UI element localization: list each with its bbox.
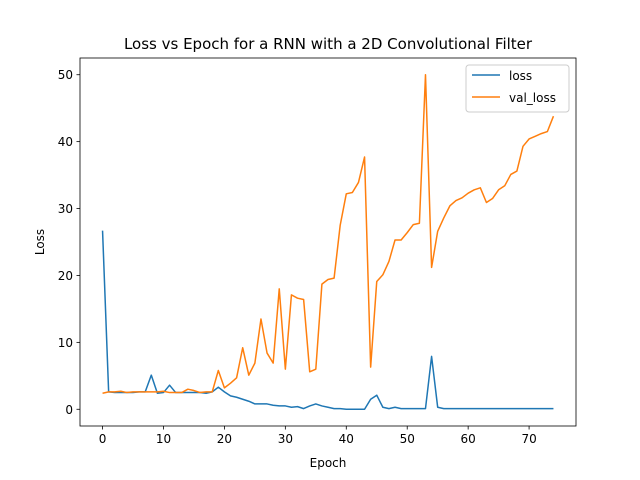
x-tick-label: 50	[400, 432, 415, 446]
y-axis-label: Loss	[33, 229, 47, 255]
legend-box	[465, 64, 570, 113]
x-tick-label: 10	[156, 432, 171, 446]
plot-frame	[79, 57, 577, 427]
y-tick-label: 0	[65, 403, 73, 417]
legend-label-val-loss: val_loss	[509, 91, 556, 105]
x-tick-label: 0	[99, 432, 107, 446]
legend: loss val_loss	[465, 64, 570, 113]
legend-label-loss: loss	[509, 69, 532, 83]
y-tick-label: 50	[58, 68, 73, 82]
series-line-val-loss	[102, 73, 555, 394]
plot-lines	[101, 73, 555, 411]
y-tick-label: 20	[58, 269, 73, 283]
y-tick-label: 10	[58, 336, 73, 350]
x-tick-label: 20	[217, 432, 232, 446]
y-tick-label: 40	[58, 135, 73, 149]
x-tick-label: 70	[521, 432, 536, 446]
x-tick-label: 40	[339, 432, 354, 446]
x-tick-label: 60	[461, 432, 476, 446]
y-axis-ticks: 0 10 20 30 40 50	[58, 68, 80, 417]
y-tick-label: 30	[58, 202, 73, 216]
chart-title: Loss vs Epoch for a RNN with a 2D Convol…	[124, 35, 533, 53]
x-tick-label: 30	[278, 432, 293, 446]
x-axis-ticks: 0 10 20 30 40 50 60 70	[99, 426, 537, 446]
x-axis-label: Epoch	[310, 456, 347, 470]
